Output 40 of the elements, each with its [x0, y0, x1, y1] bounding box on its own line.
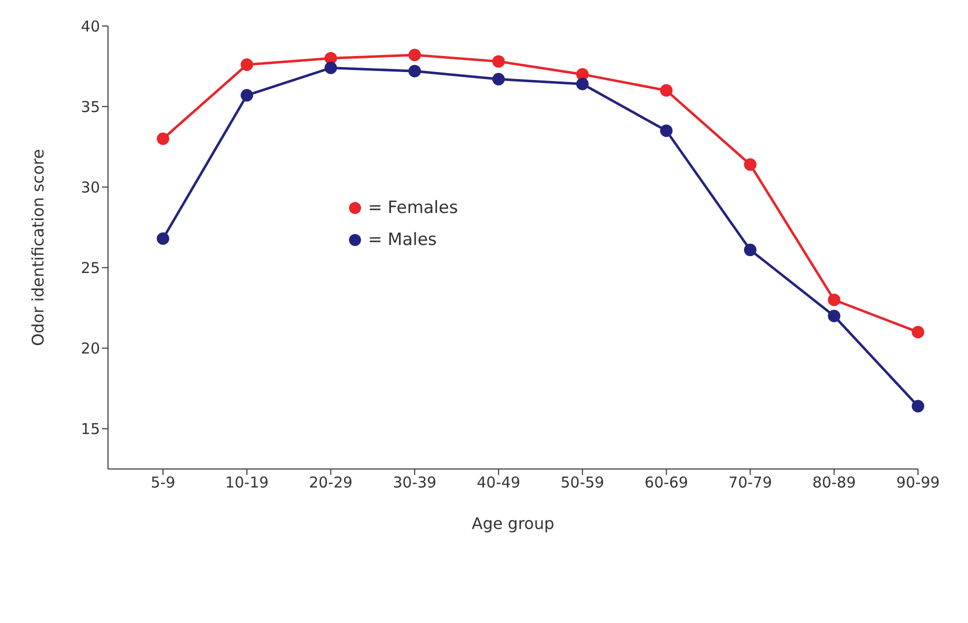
point [240, 89, 254, 102]
legend-label: = Males [368, 230, 437, 250]
x-tick-label: 90-99 [896, 474, 940, 492]
y-tick-label: 40 [80, 17, 100, 36]
y-tick-label: 25 [80, 258, 100, 277]
point [408, 64, 421, 78]
legend-label: = Females [368, 198, 458, 218]
point [828, 294, 840, 306]
point [912, 400, 924, 412]
x-tick-label: 80-89 [812, 474, 856, 492]
y-tick-label: 15 [80, 420, 100, 438]
point [324, 62, 338, 74]
x-tick-label: 5-9 [150, 474, 176, 492]
point [324, 52, 338, 64]
point [744, 158, 756, 171]
point [660, 84, 673, 97]
point [492, 72, 505, 86]
x-axis-title: Age group [472, 514, 554, 533]
point [912, 326, 924, 338]
x-tick-label: 10-19 [225, 474, 269, 492]
x-tick-label: 50-59 [560, 474, 604, 492]
x-tick-label: 60-69 [644, 474, 688, 492]
y-tick-label: 30 [80, 178, 100, 196]
point [156, 232, 170, 245]
point [576, 68, 589, 81]
point [576, 78, 589, 90]
y-axis-title: Odor identification score [28, 149, 48, 346]
y-tick-label: 35 [80, 98, 100, 116]
point [240, 58, 254, 71]
point [828, 310, 840, 322]
point [408, 48, 421, 62]
point [744, 244, 756, 256]
x-tick-label: 20-29 [308, 474, 353, 492]
y-tick-label: 20 [80, 340, 100, 358]
x-tick-label: 70-79 [728, 474, 772, 492]
point [660, 124, 673, 137]
point [156, 132, 170, 146]
x-tick-label: 30-39 [392, 474, 436, 492]
point [492, 55, 505, 68]
x-tick-label: 40-49 [476, 474, 520, 492]
